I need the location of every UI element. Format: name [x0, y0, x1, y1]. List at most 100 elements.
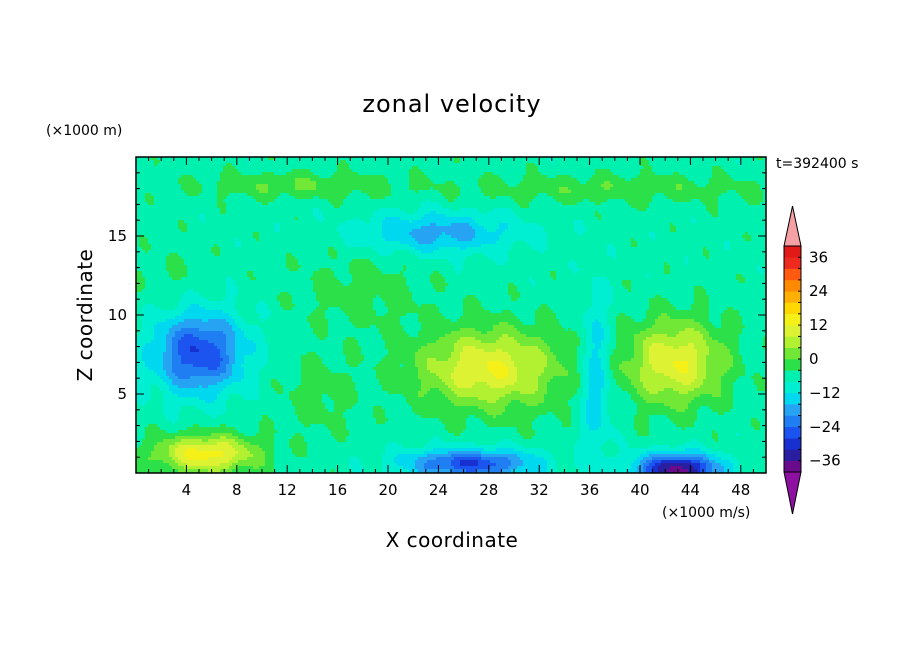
- heatmap-cell: [733, 211, 736, 214]
- heatmap-cell: [511, 217, 514, 220]
- heatmap-cell: [562, 181, 565, 184]
- heatmap-cell: [727, 163, 730, 166]
- heatmap-cell: [331, 160, 334, 163]
- heatmap-cell: [520, 196, 523, 199]
- heatmap-cell: [556, 220, 559, 223]
- heatmap-cell: [760, 169, 763, 172]
- heatmap-cell: [187, 187, 190, 190]
- heatmap-cell: [196, 163, 199, 166]
- heatmap-cell: [730, 166, 733, 169]
- heatmap-cell: [592, 193, 595, 196]
- heatmap-cell: [241, 187, 244, 190]
- heatmap-cell: [328, 169, 331, 172]
- heatmap-cell: [583, 160, 586, 163]
- heatmap-cell: [235, 220, 238, 223]
- heatmap-cell: [679, 217, 682, 220]
- heatmap-cell: [727, 184, 730, 187]
- heatmap-cell: [298, 223, 301, 226]
- heatmap-cell: [325, 187, 328, 190]
- heatmap-cell: [583, 205, 586, 208]
- heatmap-cell: [202, 217, 205, 220]
- heatmap-cell: [163, 205, 166, 208]
- heatmap-cell: [673, 217, 676, 220]
- heatmap-cell: [712, 181, 715, 184]
- heatmap-cell: [160, 205, 163, 208]
- heatmap-cell: [253, 211, 256, 214]
- heatmap-cell: [175, 190, 178, 193]
- heatmap-cell: [262, 187, 265, 190]
- heatmap-cell: [172, 169, 175, 172]
- heatmap-cell: [442, 223, 445, 226]
- heatmap-cell: [169, 169, 172, 172]
- heatmap-cell: [268, 160, 271, 163]
- heatmap-cell: [592, 205, 595, 208]
- heatmap-cell: [418, 187, 421, 190]
- heatmap-cell: [628, 223, 631, 226]
- heatmap-cell: [550, 190, 553, 193]
- heatmap-cell: [703, 193, 706, 196]
- heatmap-cell: [337, 190, 340, 193]
- heatmap-cell: [229, 190, 232, 193]
- heatmap-cell: [337, 205, 340, 208]
- heatmap-cell: [325, 217, 328, 220]
- heatmap-cell: [706, 163, 709, 166]
- heatmap-cell: [721, 190, 724, 193]
- heatmap-cell: [622, 211, 625, 214]
- heatmap-cell: [139, 214, 142, 217]
- heatmap-cell: [394, 190, 397, 193]
- heatmap-cell: [313, 202, 316, 205]
- heatmap-cell: [190, 178, 193, 181]
- heatmap-cell: [631, 196, 634, 199]
- heatmap-cell: [232, 163, 235, 166]
- heatmap-cell: [550, 220, 553, 223]
- heatmap-cell: [190, 205, 193, 208]
- heatmap-cell: [181, 160, 184, 163]
- heatmap-cell: [319, 208, 322, 211]
- heatmap-cell: [214, 202, 217, 205]
- heatmap-cell: [418, 205, 421, 208]
- heatmap-cell: [382, 205, 385, 208]
- heatmap-cell: [544, 226, 547, 229]
- heatmap-cell: [538, 184, 541, 187]
- heatmap-cell: [556, 163, 559, 166]
- heatmap-cell: [307, 184, 310, 187]
- heatmap-cell: [370, 178, 373, 181]
- heatmap-cell: [538, 223, 541, 226]
- heatmap-cell: [667, 178, 670, 181]
- heatmap-cell: [397, 202, 400, 205]
- heatmap-cell: [298, 196, 301, 199]
- heatmap-cell: [706, 211, 709, 214]
- heatmap-cell: [472, 166, 475, 169]
- heatmap-cell: [178, 214, 181, 217]
- heatmap-cell: [529, 205, 532, 208]
- heatmap-cell: [445, 217, 448, 220]
- heatmap-cell: [481, 187, 484, 190]
- heatmap-cell: [553, 175, 556, 178]
- heatmap-cell: [277, 181, 280, 184]
- heatmap-cell: [682, 178, 685, 181]
- heatmap-cell: [454, 160, 457, 163]
- heatmap-cell: [382, 160, 385, 163]
- heatmap-cell: [442, 187, 445, 190]
- heatmap-cell: [541, 196, 544, 199]
- heatmap-cell: [268, 178, 271, 181]
- heatmap-cell: [298, 178, 301, 181]
- heatmap-cell: [208, 211, 211, 214]
- heatmap-cell: [229, 223, 232, 226]
- heatmap-cell: [418, 220, 421, 223]
- heatmap-cell: [532, 193, 535, 196]
- heatmap-cell: [571, 202, 574, 205]
- heatmap-cell: [742, 175, 745, 178]
- heatmap-cell: [556, 172, 559, 175]
- heatmap-cell: [580, 166, 583, 169]
- heatmap-cell: [229, 181, 232, 184]
- heatmap-cell: [211, 178, 214, 181]
- heatmap-cell: [697, 196, 700, 199]
- heatmap-cell: [193, 223, 196, 226]
- heatmap-cell: [490, 187, 493, 190]
- heatmap-cell: [739, 190, 742, 193]
- heatmap-cell: [454, 211, 457, 214]
- heatmap-cell: [337, 202, 340, 205]
- heatmap-cell: [475, 214, 478, 217]
- heatmap-cell: [472, 202, 475, 205]
